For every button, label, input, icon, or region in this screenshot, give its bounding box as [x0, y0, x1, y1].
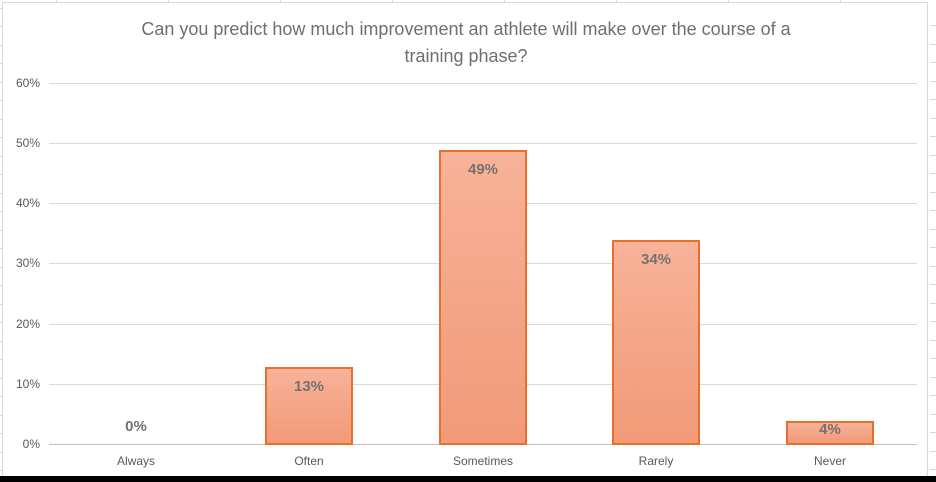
bar-never[interactable] [786, 421, 874, 445]
spreadsheet-gridline-stub [930, 414, 936, 415]
y-axis-tick-label: 50% [15, 136, 40, 150]
spreadsheet-gridline-stub [0, 156, 2, 157]
spreadsheet-gridline-stub [0, 119, 2, 120]
bar-data-label: 13% [293, 378, 325, 395]
spreadsheet-gridline-stub [0, 304, 2, 305]
spreadsheet-gridline-stub [930, 377, 936, 378]
spreadsheet-gridline-stub [0, 82, 2, 83]
spreadsheet-gridline-stub [930, 321, 936, 322]
spreadsheet-gridline-stub [0, 267, 2, 268]
spreadsheet-gridline-stub [930, 192, 936, 193]
spreadsheet-gridline-stub [0, 63, 2, 64]
spreadsheet-gridline-stub [930, 210, 936, 211]
spreadsheet-gridline-stub [0, 415, 2, 416]
y-axis-tick-label: 40% [15, 196, 40, 210]
spreadsheet-gridline-stub [56, 0, 57, 2]
spreadsheet-gridline-stub [0, 359, 2, 360]
spreadsheet-gridline-stub [930, 118, 936, 119]
spreadsheet-gridline-stub [0, 322, 2, 323]
chart-title: Can you predict how much improvement an … [2, 16, 930, 70]
x-axis-category-label: Always [116, 454, 155, 468]
spreadsheet-gridline-stub [930, 340, 936, 341]
spreadsheet-gridline-stub [0, 285, 2, 286]
spreadsheet-gridline-stub [0, 137, 2, 138]
spreadsheet-gridline-stub [0, 26, 2, 27]
x-axis-category-label: Often [294, 454, 324, 468]
spreadsheet-gridline-stub [930, 155, 936, 156]
y-gridline [49, 143, 917, 144]
spreadsheet-gridline-stub [930, 44, 936, 45]
spreadsheet-gridline-stub [0, 8, 2, 9]
spreadsheet-gridline-stub [0, 433, 2, 434]
spreadsheet-gridline-stub [392, 0, 393, 2]
y-axis-tick-label: 0% [22, 437, 40, 451]
spreadsheet-gridline-stub [0, 341, 2, 342]
spreadsheet-gridline-stub [930, 451, 936, 452]
spreadsheet-gridline-stub [0, 230, 2, 231]
spreadsheet-gridline-stub [0, 100, 2, 101]
chart-title-line-2: training phase? [404, 46, 528, 66]
spreadsheet-gridline-stub [0, 470, 2, 471]
spreadsheet-gridline-stub [930, 303, 936, 304]
spreadsheet-gridline-stub [0, 452, 2, 453]
spreadsheet-gridline-stub [930, 25, 936, 26]
spreadsheet-gridline-stub [930, 284, 936, 285]
spreadsheet-gridline-stub [280, 0, 281, 2]
x-axis-category-label: Never [813, 454, 846, 468]
spreadsheet-gridline-stub [930, 432, 936, 433]
spreadsheet-gridline-stub [0, 211, 2, 212]
bar-data-label: 34% [640, 251, 672, 268]
spreadsheet-gridline-stub [930, 395, 936, 396]
bar-often[interactable] [265, 367, 353, 445]
spreadsheet-gridline-stub [0, 378, 2, 379]
spreadsheet-gridline-stub [930, 266, 936, 267]
spreadsheet-gridline-stub [728, 0, 729, 2]
y-axis-tick-label: 20% [15, 317, 40, 331]
spreadsheet-gridline-stub [930, 469, 936, 470]
spreadsheet-gridline-stub [0, 396, 2, 397]
spreadsheet-gridline-stub [0, 45, 2, 46]
x-axis-category-label: Rarely [638, 454, 674, 468]
spreadsheet-gridline-stub [930, 99, 936, 100]
chart-title-line-1: Can you predict how much improvement an … [141, 19, 791, 39]
bar-data-label: 4% [819, 421, 841, 438]
spreadsheet-gridline-stub [930, 247, 936, 248]
bar-data-label: 0% [125, 418, 147, 435]
bar-sometimes[interactable] [439, 150, 527, 445]
spreadsheet-gridline-stub [930, 81, 936, 82]
y-axis-tick-label: 10% [15, 377, 40, 391]
spreadsheet-gridline-stub [930, 358, 936, 359]
bar-rarely[interactable] [612, 240, 700, 445]
bar-data-label: 49% [467, 161, 499, 178]
spreadsheet-gridline-stub [930, 173, 936, 174]
spreadsheet-gridline-stub [0, 248, 2, 249]
spreadsheet-gridline-stub [504, 0, 505, 2]
y-axis-tick-label: 60% [15, 76, 40, 90]
spreadsheet-gridline-stub [616, 0, 617, 2]
spreadsheet-gridline-stub [930, 229, 936, 230]
spreadsheet-gridline-stub [168, 0, 169, 2]
spreadsheet-gridline-stub [0, 193, 2, 194]
spreadsheet-gridline-stub [930, 136, 936, 137]
y-gridline [49, 83, 917, 84]
y-axis-tick-label: 30% [15, 256, 40, 270]
screen-bottom-edge [0, 476, 936, 482]
x-axis-category-label: Sometimes [452, 454, 514, 468]
spreadsheet-gridline-stub [0, 174, 2, 175]
spreadsheet-gridline-stub [930, 62, 936, 63]
spreadsheet-gridline-stub [840, 0, 841, 2]
